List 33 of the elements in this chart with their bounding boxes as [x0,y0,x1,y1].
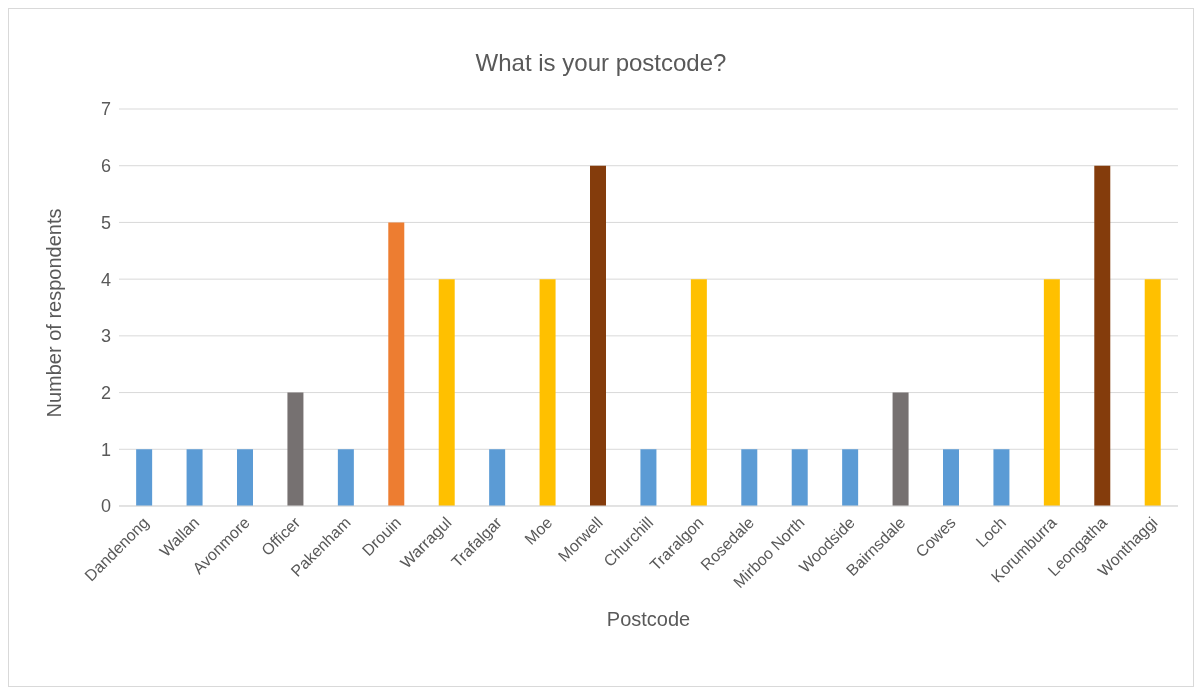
bar [943,449,959,506]
bar [1144,279,1161,506]
bar [539,279,556,506]
chart-title: What is your postcode? [474,49,728,77]
bar [136,449,153,506]
bar [690,279,707,506]
bar [590,165,606,506]
y-tick-label: 0 [100,496,111,517]
bar [186,449,203,506]
x-axis-title: Postcode [606,608,691,630]
y-tick-label: 3 [100,326,111,347]
y-tick-label: 2 [100,382,111,403]
bar [842,449,859,506]
y-axis-title: Number of respondents [43,208,66,418]
bar [1043,279,1060,506]
bar [1094,165,1111,506]
bar [388,222,405,506]
bar [993,449,1010,506]
bar [337,449,354,506]
bar [741,449,758,506]
bar [640,449,657,506]
bar [791,449,808,506]
bar [892,392,909,506]
x-tick-label: Moe [521,513,556,548]
y-tick-label: 4 [100,269,111,290]
y-tick-label: 5 [100,212,111,233]
bar [237,449,253,506]
y-tick-label: 1 [100,439,111,460]
y-tick-label: 6 [100,156,111,177]
bar [438,279,455,506]
bar [489,449,506,506]
y-tick-label: 7 [100,99,111,120]
bar [287,392,304,506]
